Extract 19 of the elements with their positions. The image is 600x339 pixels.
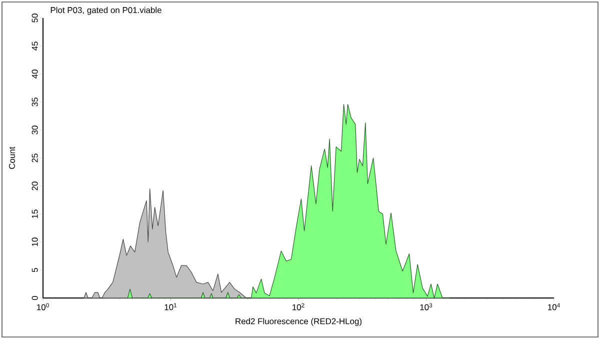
- y-tick-label: 0: [32, 296, 38, 300]
- y-tick-label: 15: [32, 210, 38, 218]
- x-tick-label: 10$^{0}$: [37, 303, 49, 310]
- y-tick-label: 40: [32, 70, 38, 79]
- x-tick-label: 10$^{3}$: [420, 303, 432, 310]
- y-tick-label: 35: [32, 98, 38, 106]
- x-tick-label: 10$^{4}$: [548, 303, 560, 310]
- y-tick-label: 10: [32, 238, 38, 246]
- y-tick-label: 50: [32, 14, 38, 22]
- x-tick-label: 10$^{2}$: [292, 303, 304, 310]
- x-tick-label: 10$^{1}$: [164, 303, 177, 310]
- y-tick-label: 45: [32, 42, 38, 51]
- x-axis-title: Red2 Fluorescence (RED2-HLog): [236, 318, 362, 326]
- y-tick-label: 30: [32, 126, 38, 134]
- chart-title: Plot P03, gated on P01.viable: [50, 6, 162, 15]
- y-tick-label: 5: [32, 268, 38, 272]
- y-axis-title: Count: [8, 146, 15, 169]
- y-tick-label: 25: [32, 154, 38, 162]
- y-tick-label: 20: [32, 182, 38, 190]
